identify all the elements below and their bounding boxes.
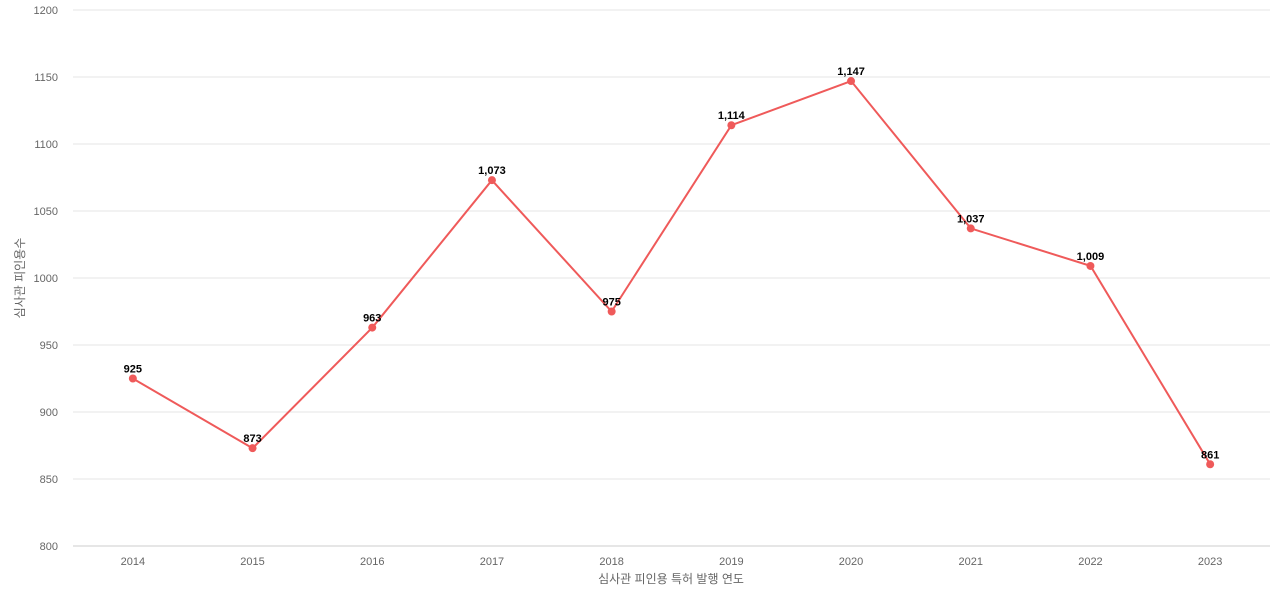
data-label: 1,147	[837, 66, 865, 78]
x-tick-label: 2018	[599, 556, 623, 568]
series	[128, 77, 1215, 469]
y-tick-label: 1200	[34, 5, 58, 17]
data-point[interactable]	[368, 323, 377, 332]
data-label: 1,114	[718, 110, 746, 122]
data-label: 861	[1201, 449, 1219, 461]
data-point[interactable]	[966, 224, 975, 233]
data-point[interactable]	[248, 444, 257, 453]
x-tick-label: 2022	[1078, 556, 1102, 568]
x-tick-label: 2014	[121, 556, 145, 568]
data-point[interactable]	[847, 77, 856, 86]
x-tick-label: 2019	[719, 556, 743, 568]
x-tick-label: 2020	[839, 556, 863, 568]
y-tick-label: 1000	[34, 273, 58, 285]
data-label: 975	[602, 297, 620, 309]
gridlines	[73, 9, 1270, 547]
data-point[interactable]	[1206, 460, 1215, 469]
series-line	[132, 79, 1212, 465]
data-label: 873	[243, 433, 261, 445]
y-tick-label: 950	[40, 340, 58, 352]
x-tick-label: 2017	[480, 556, 504, 568]
y-tick-label: 900	[40, 407, 58, 419]
y-tick-label: 850	[40, 474, 58, 486]
data-point[interactable]	[1086, 261, 1095, 270]
x-axis-title: 심사관 피인용 특허 발행 연도	[598, 571, 744, 586]
data-point[interactable]	[487, 176, 496, 185]
x-tick-label: 2021	[959, 556, 983, 568]
data-labels: 925 873 963 1,073 975 1,114 1,147 1,037 1,009 861	[124, 66, 1220, 461]
data-label: 1,009	[1077, 251, 1105, 263]
data-point[interactable]	[727, 121, 736, 130]
x-tick-label: 2023	[1198, 556, 1222, 568]
x-tick-label: 2015	[240, 556, 264, 568]
y-axis-ticks: 800 850 900 950 1000 1050 1100 1150 1200	[34, 5, 58, 553]
data-point[interactable]	[128, 374, 137, 383]
y-tick-label: 1050	[34, 206, 58, 218]
x-axis-ticks: 2014 2015 2016 2017 2018 2019 2020 2021 2022 2023	[121, 556, 1223, 568]
data-label: 1,073	[478, 165, 506, 177]
y-tick-label: 1150	[34, 72, 58, 84]
y-axis-title: 심사관 피인용수	[13, 238, 27, 319]
data-label: 925	[124, 364, 142, 376]
y-tick-label: 1100	[34, 139, 58, 151]
data-point[interactable]	[607, 307, 616, 316]
x-tick-label: 2016	[360, 556, 384, 568]
y-tick-label: 800	[40, 541, 58, 553]
data-label: 1,037	[957, 213, 985, 225]
data-label: 963	[363, 313, 381, 325]
